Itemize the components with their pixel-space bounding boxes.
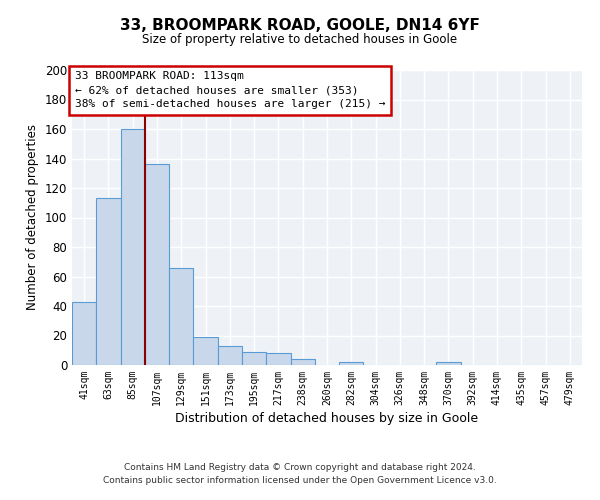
Text: 33, BROOMPARK ROAD, GOOLE, DN14 6YF: 33, BROOMPARK ROAD, GOOLE, DN14 6YF (120, 18, 480, 32)
Bar (266, 353, 290, 365)
Y-axis label: Number of detached properties: Number of detached properties (26, 124, 39, 310)
Bar (121, 129, 145, 365)
Bar (169, 268, 193, 365)
Bar (193, 337, 218, 365)
Bar (242, 352, 266, 365)
Text: Contains public sector information licensed under the Open Government Licence v3: Contains public sector information licen… (103, 476, 497, 485)
Text: Contains HM Land Registry data © Crown copyright and database right 2024.: Contains HM Land Registry data © Crown c… (124, 464, 476, 472)
Bar (290, 359, 315, 365)
Bar (145, 164, 169, 365)
Bar (339, 362, 364, 365)
X-axis label: Distribution of detached houses by size in Goole: Distribution of detached houses by size … (175, 412, 479, 425)
Text: 33 BROOMPARK ROAD: 113sqm
← 62% of detached houses are smaller (353)
38% of semi: 33 BROOMPARK ROAD: 113sqm ← 62% of detac… (74, 72, 385, 110)
Text: Size of property relative to detached houses in Goole: Size of property relative to detached ho… (142, 32, 458, 46)
Bar (72, 302, 96, 365)
Bar (96, 198, 121, 365)
Bar (436, 362, 461, 365)
Bar (218, 346, 242, 365)
